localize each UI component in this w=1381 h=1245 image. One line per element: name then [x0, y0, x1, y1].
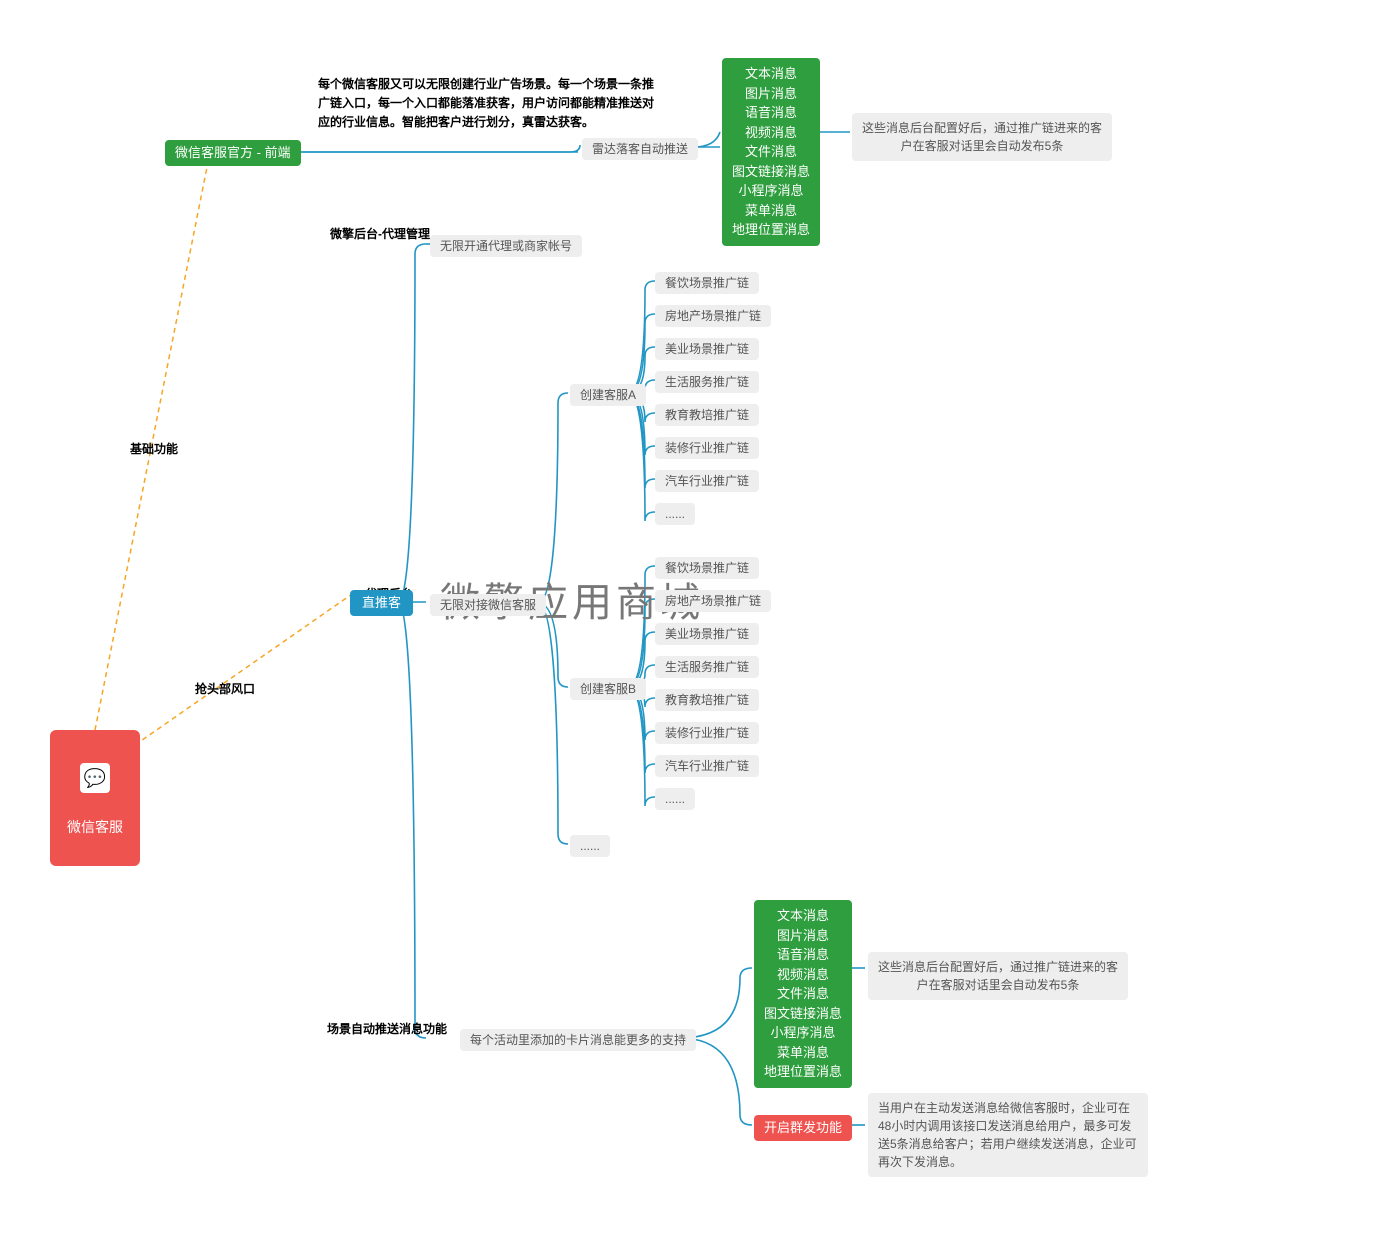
kefu-a-link: 美业场景推广链 [655, 338, 759, 360]
kefu-b-link: 装修行业推广链 [655, 722, 759, 744]
radar-node: 雷达落客自动推送 [582, 138, 698, 160]
kefu-a-link: 教育教培推广链 [655, 404, 759, 426]
label-basic: 基础功能 [130, 440, 178, 457]
msg-types-2: 文本消息 图片消息 语音消息 视频消息 文件消息 图文链接消息 小程序消息 菜单… [754, 900, 852, 1088]
frontend-title: 微信客服官方 - 前端 [165, 140, 301, 166]
kefu-b-link: 餐饮场景推广链 [655, 557, 759, 579]
kefu-b: 创建客服B [570, 678, 646, 700]
kefu-b-link: 教育教培推广链 [655, 689, 759, 711]
kefu-a-link: 房地产场景推广链 [655, 305, 771, 327]
kefu-a-link: 装修行业推广链 [655, 437, 759, 459]
kefu-a: 创建客服A [570, 384, 646, 406]
kefu-b-link: 房地产场景推广链 [655, 590, 771, 612]
note-1: 这些消息后台配置好后，通过推广链进来的客户在客服对话里会自动发布5条 [852, 113, 1112, 161]
kefu-a-link: 生活服务推广链 [655, 371, 759, 393]
note-2: 这些消息后台配置好后，通过推广链进来的客户在客服对话里会自动发布5条 [868, 952, 1128, 1000]
label-wind: 抢头部风口 [195, 680, 255, 697]
card-support: 每个活动里添加的卡片消息能更多的支持 [460, 1029, 696, 1051]
label-agent-mgmt: 微擎后台-代理管理 [330, 225, 430, 242]
group-send-note: 当用户在主动发送消息给微信客服时，企业可在48小时内调用该接口发送消息给用户，最… [868, 1093, 1148, 1177]
agent-back-node: 无限对接微信客服 [430, 594, 546, 616]
msg-types-1: 文本消息 图片消息 语音消息 视频消息 文件消息 图文链接消息 小程序消息 菜单… [722, 58, 820, 246]
direct-node: 直推客 [350, 590, 413, 616]
kefu-more: ...... [570, 835, 610, 857]
kefu-a-link: 餐饮场景推广链 [655, 272, 759, 294]
kefu-a-link: 汽车行业推广链 [655, 470, 759, 492]
kefu-a-link: ...... [655, 503, 695, 525]
wechat-icon: 💬 [80, 763, 110, 793]
group-send: 开启群发功能 [754, 1115, 852, 1141]
root-label: 微信客服 [62, 818, 128, 837]
kefu-b-link: 美业场景推广链 [655, 623, 759, 645]
kefu-b-link: 生活服务推广链 [655, 656, 759, 678]
kefu-b-link: ...... [655, 788, 695, 810]
label-auto-push: 场景自动推送消息功能 [327, 1020, 447, 1037]
kefu-b-link: 汽车行业推广链 [655, 755, 759, 777]
root-node: 💬 微信客服 [50, 730, 140, 866]
paragraph: 每个微信客服又可以无限创建行业广告场景。每一个场景一条推广链入口，每一个入口都能… [318, 75, 658, 133]
agent-mgmt-node: 无限开通代理或商家帐号 [430, 235, 582, 257]
